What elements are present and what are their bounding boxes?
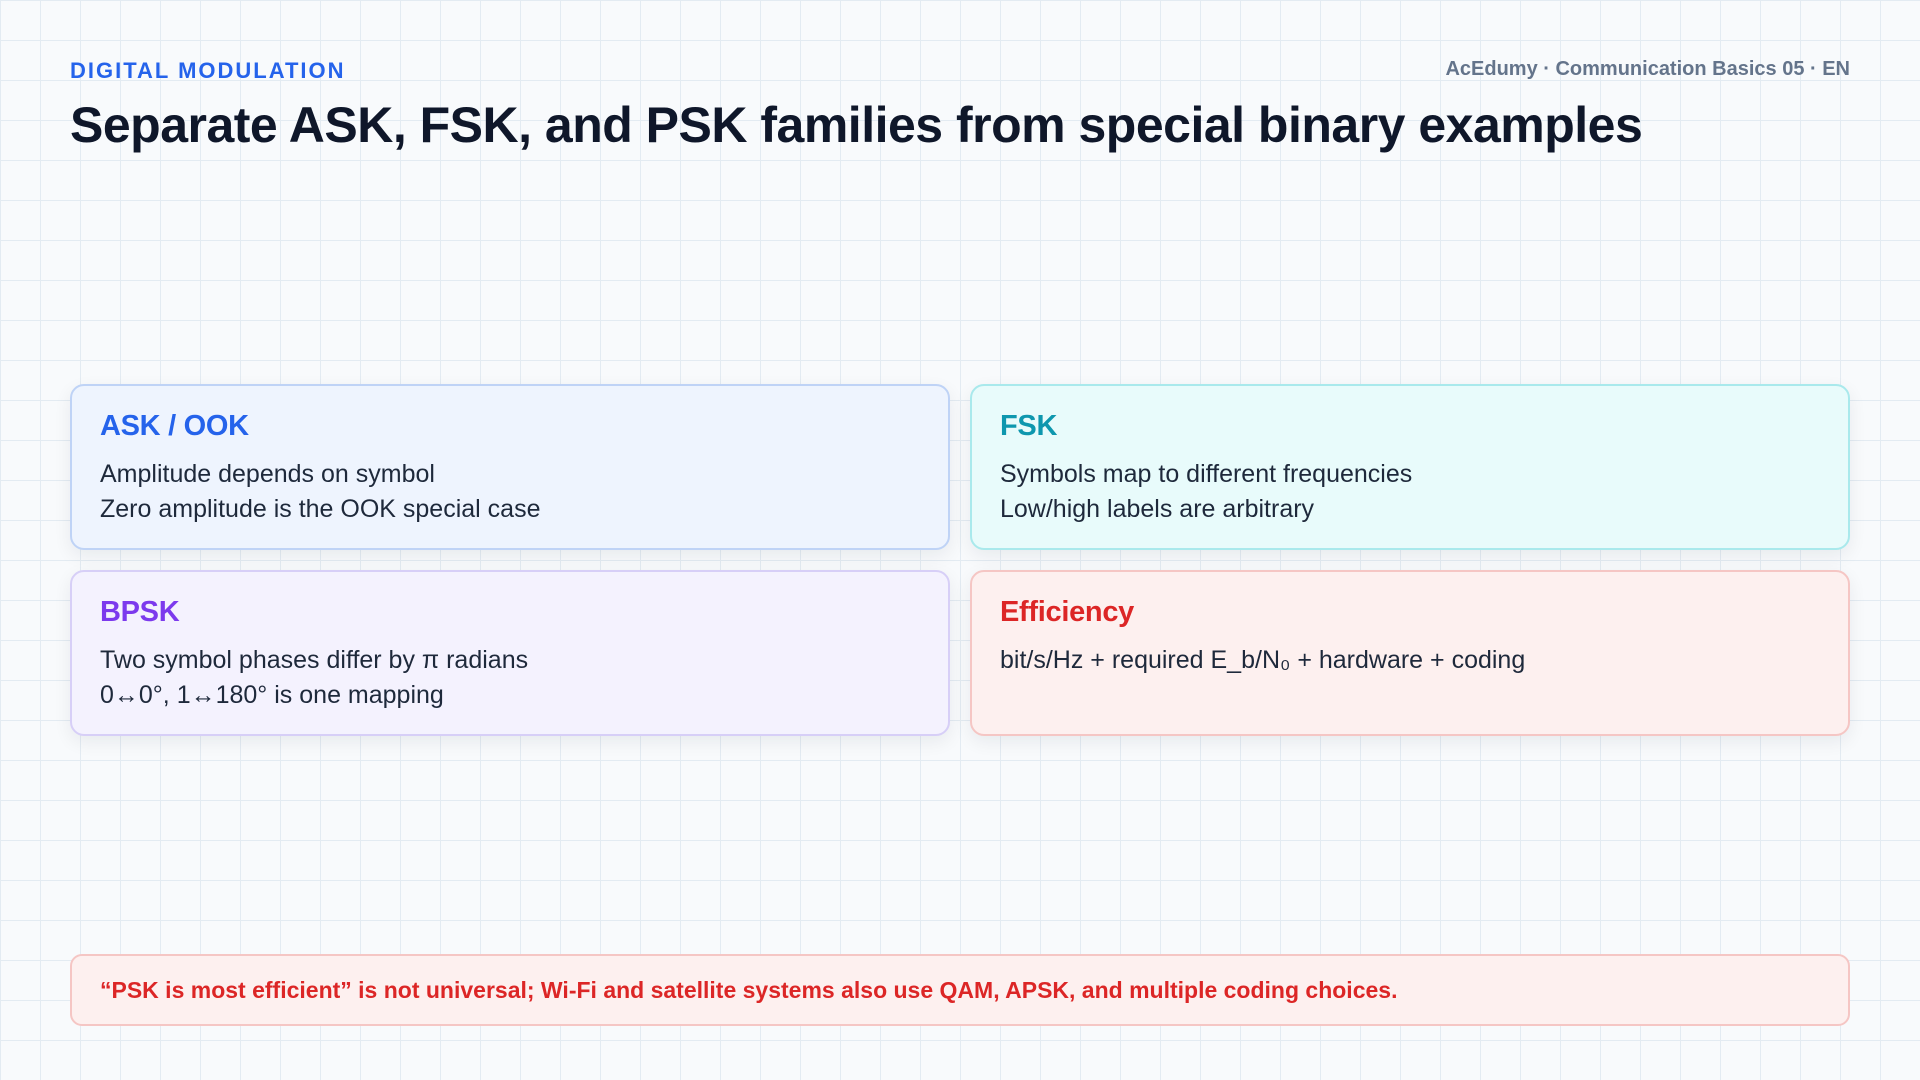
course-meta: AcEdumy · Communication Basics 05 · EN — [1445, 58, 1850, 80]
card-title: Efficiency — [1000, 596, 1134, 628]
card-title: BPSK — [100, 596, 180, 628]
card-efficiency: Efficiency bit/s/Hz + required E_b/N₀ + … — [970, 570, 1850, 736]
card-fsk: FSK Symbols map to different frequencies… — [970, 384, 1850, 550]
card-line: bit/s/Hz + required E_b/N₀ + hardware + … — [1000, 646, 1526, 674]
card-line: Two symbol phases differ by π radians — [100, 646, 529, 674]
card-line: Amplitude depends on symbol — [100, 460, 435, 488]
card-line: Low/high labels are arbitrary — [1000, 495, 1315, 523]
card-line: Symbols map to different frequencies — [1000, 460, 1413, 488]
page-title: Separate ASK, FSK, and PSK families from… — [70, 97, 1643, 153]
card-line: Zero amplitude is the OOK special case — [100, 495, 541, 523]
card-bpsk: BPSK Two symbol phases differ by π radia… — [70, 570, 950, 736]
card-line: 0↔0°, 1↔180° is one mapping — [100, 681, 444, 709]
section-kicker: DIGITAL MODULATION — [70, 58, 346, 83]
card-ask-ook: ASK / OOK Amplitude depends on symbol Ze… — [70, 384, 950, 550]
warning-note: “PSK is most efficient” is not universal… — [70, 954, 1850, 1026]
card-grid: ASK / OOK Amplitude depends on symbol Ze… — [70, 384, 1850, 736]
warning-note-text: “PSK is most efficient” is not universal… — [100, 976, 1398, 1003]
card-title: FSK — [1000, 410, 1058, 442]
card-title: ASK / OOK — [100, 410, 249, 442]
